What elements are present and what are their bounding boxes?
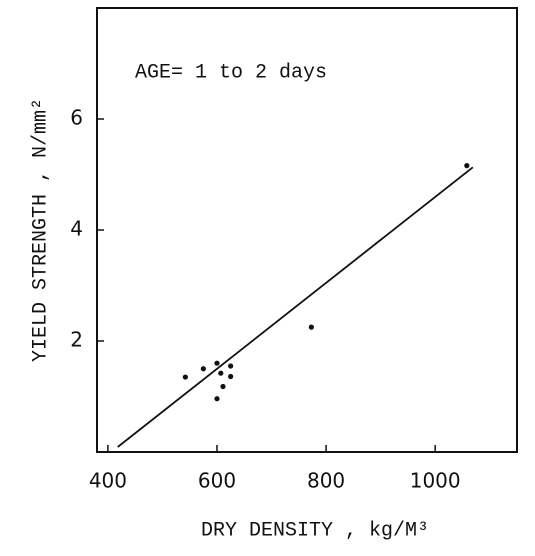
x-tick-label: 800: [307, 469, 345, 493]
y-tick-label: 6: [70, 106, 83, 130]
y-tick-label: 4: [70, 217, 83, 241]
y-tick-label: 2: [70, 328, 83, 352]
x-tick-label: 400: [89, 469, 127, 493]
x-tick-label: 1000: [410, 469, 461, 493]
data-point: [220, 383, 226, 390]
y-axis-label: YIELD STRENGTH , N/mm²: [29, 98, 52, 362]
data-point: [464, 163, 470, 169]
x-tick-label: 600: [198, 469, 236, 493]
data-point: [182, 374, 188, 380]
data-point: [214, 360, 220, 366]
x-axis-label: DRY DENSITY , kg/M³: [201, 519, 429, 542]
data-point: [218, 370, 224, 376]
data-point: [214, 396, 220, 402]
data-point: [228, 363, 234, 369]
annotation: AGE= 1 to 2 days: [135, 61, 327, 84]
data-point: [200, 366, 206, 372]
fit-line: [117, 166, 474, 448]
data-point: [228, 373, 234, 380]
data-point: [308, 324, 314, 330]
